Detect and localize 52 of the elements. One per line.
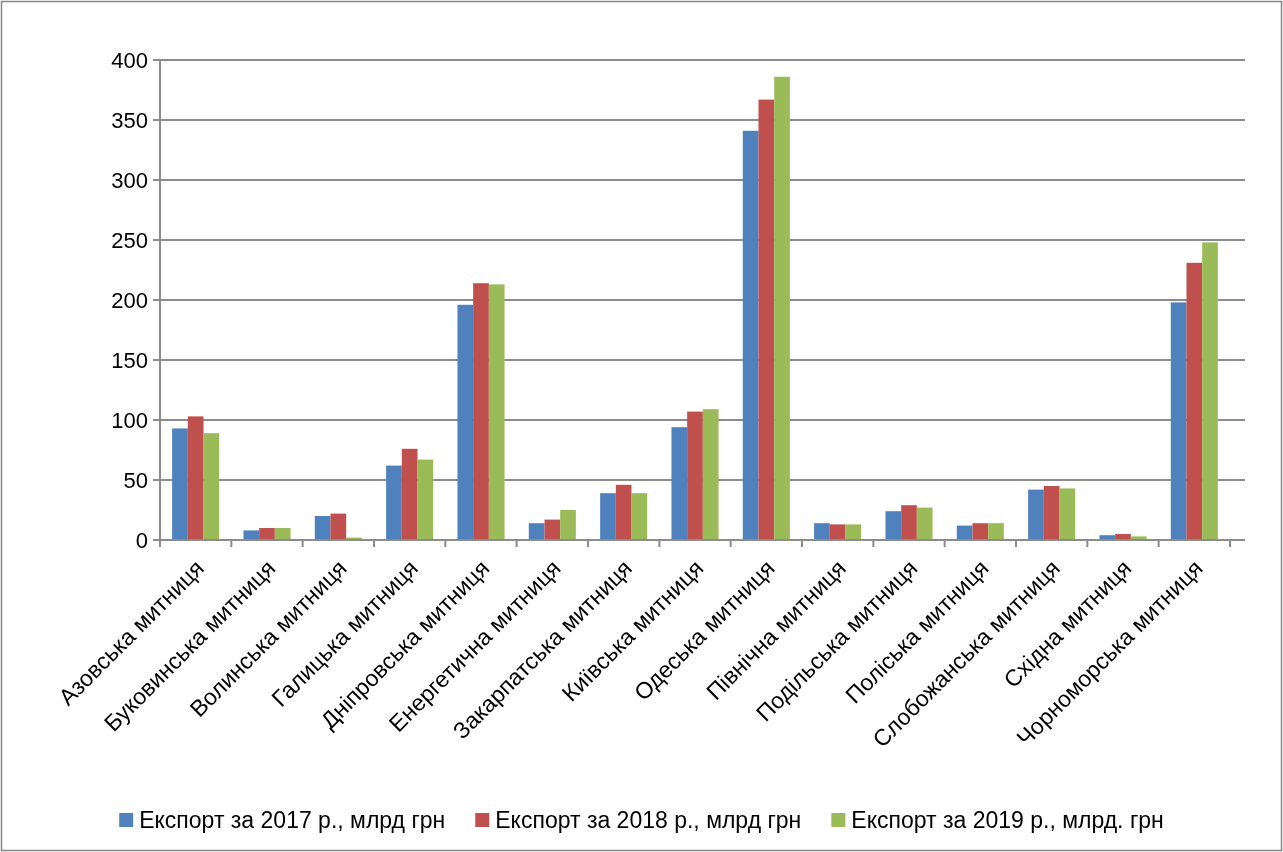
y-tick-label: 100 [111, 407, 148, 433]
y-tick-label: 200 [111, 287, 148, 313]
y-tick-label: 150 [111, 347, 148, 373]
bar [187, 416, 204, 540]
bar [544, 519, 561, 540]
bar [671, 427, 688, 540]
bar [274, 528, 291, 540]
y-tick-label: 400 [111, 47, 148, 73]
bar [172, 428, 188, 540]
bar [314, 516, 331, 540]
bar [243, 530, 260, 540]
bar [600, 493, 616, 540]
bar [972, 523, 989, 540]
bar [1059, 488, 1076, 540]
bar [330, 513, 347, 540]
bar [560, 510, 576, 540]
bar [901, 505, 917, 540]
legend-label: Експорт за 2019 р., млрд. грн [851, 807, 1164, 834]
bar [702, 409, 719, 540]
bar [417, 459, 434, 540]
bar [1043, 486, 1060, 540]
bar [758, 99, 775, 540]
bar [814, 523, 830, 540]
y-tick-label: 0 [135, 527, 148, 553]
bar [631, 493, 648, 540]
y-tick-label: 300 [111, 167, 148, 193]
bar [386, 465, 402, 540]
bar [687, 411, 703, 540]
bar [885, 511, 902, 540]
y-tick-label: 50 [123, 467, 148, 493]
bar [829, 524, 846, 540]
bar [988, 523, 1004, 540]
bar [1202, 242, 1218, 540]
bar [401, 448, 418, 540]
bar [615, 484, 632, 540]
bar [488, 284, 505, 540]
bar [203, 433, 220, 540]
bar [742, 130, 759, 540]
bar [1186, 262, 1203, 540]
bar [1028, 489, 1044, 540]
y-tick-label: 250 [111, 227, 148, 253]
y-tick-label: 350 [111, 107, 148, 133]
bar [259, 528, 275, 540]
bar [1170, 302, 1187, 540]
bar [845, 524, 862, 540]
bar [916, 507, 933, 540]
bar [457, 304, 474, 540]
bar [774, 76, 790, 540]
bar [473, 283, 489, 540]
bar [528, 523, 545, 540]
legend-label: Експорт за 2018 р., млрд грн [495, 807, 802, 834]
legend-label: Експорт за 2017 р., млрд грн [139, 807, 446, 834]
